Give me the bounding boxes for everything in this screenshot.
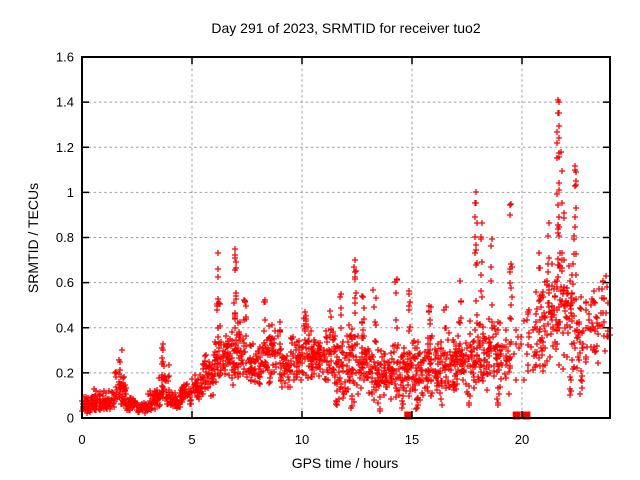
x-axis-label: GPS time / hours bbox=[292, 455, 399, 471]
x-tick-label: 0 bbox=[78, 432, 85, 447]
plot-border bbox=[81, 56, 611, 419]
y-tick-label: 0.4 bbox=[56, 320, 74, 335]
y-axis-label: SRMTID / TECUs bbox=[25, 183, 41, 293]
y-tick-label: 0.2 bbox=[56, 365, 74, 380]
baseline-flag-markers bbox=[404, 411, 531, 420]
axis-tick-labels: 0 5 10 15 20 0 0.2 0.4 0.6 0.8 1 1.2 1.4 1.6 bbox=[56, 50, 529, 448]
data-point-markers bbox=[79, 97, 613, 416]
baseline-square-marker bbox=[404, 411, 413, 420]
y-tick-label: 1.4 bbox=[56, 95, 74, 110]
y-tick-label: 1 bbox=[67, 185, 74, 200]
y-tick-label: 0.6 bbox=[56, 275, 74, 290]
baseline-square-marker bbox=[522, 411, 531, 420]
x-tick-label: 10 bbox=[295, 432, 309, 447]
x-tick-label: 20 bbox=[515, 432, 529, 447]
y-tick-label: 1.6 bbox=[56, 50, 74, 65]
chart-title: Day 291 of 2023, SRMTID for receiver tuo… bbox=[211, 20, 480, 36]
y-tick-label: 0.8 bbox=[56, 230, 74, 245]
x-tick-label: 5 bbox=[188, 432, 195, 447]
scatter-points bbox=[79, 97, 613, 416]
axis-tick-marks bbox=[81, 56, 609, 419]
baseline-square-marker bbox=[512, 411, 521, 420]
x-tick-label: 15 bbox=[405, 432, 419, 447]
y-tick-label: 1.2 bbox=[56, 140, 74, 155]
y-tick-label: 0 bbox=[67, 411, 74, 426]
